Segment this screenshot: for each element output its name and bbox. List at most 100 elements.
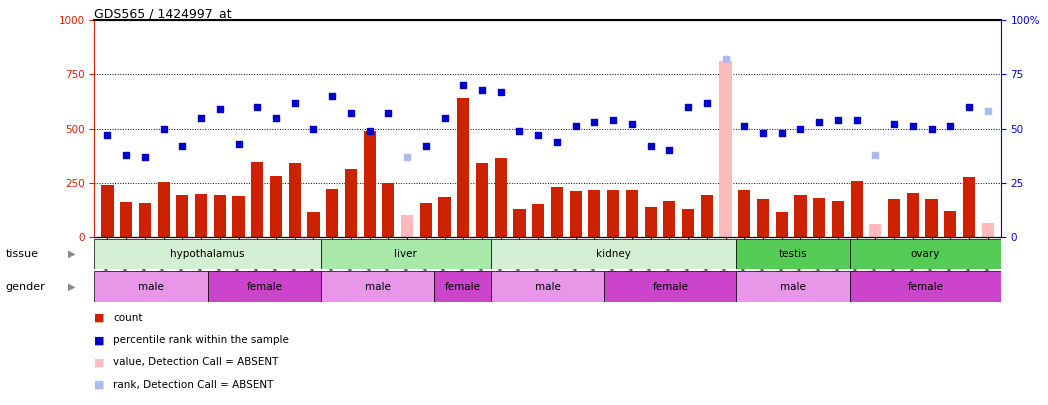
Bar xyxy=(737,271,850,302)
Text: male: male xyxy=(534,281,561,292)
Text: gender: gender xyxy=(5,281,45,292)
Bar xyxy=(121,202,132,237)
Bar xyxy=(888,199,900,237)
Text: value, Detection Call = ABSENT: value, Detection Call = ABSENT xyxy=(113,358,279,367)
Point xyxy=(417,143,434,149)
Point xyxy=(548,139,565,145)
Point xyxy=(174,143,191,149)
Point xyxy=(511,128,528,134)
Bar xyxy=(851,181,863,237)
Bar xyxy=(663,201,675,237)
Point xyxy=(530,132,547,139)
Bar xyxy=(345,168,357,237)
Bar xyxy=(326,189,339,237)
Bar xyxy=(682,209,694,237)
Point xyxy=(642,143,659,149)
Point xyxy=(248,104,265,110)
Point xyxy=(942,123,959,130)
Point xyxy=(848,117,865,123)
Point xyxy=(436,115,453,121)
Bar xyxy=(138,203,151,237)
Bar xyxy=(907,192,919,237)
Point xyxy=(736,123,752,130)
Bar xyxy=(944,211,957,237)
Point xyxy=(305,126,322,132)
Point xyxy=(605,117,621,123)
Point xyxy=(792,126,809,132)
Text: ▶: ▶ xyxy=(68,281,75,292)
Point xyxy=(493,89,509,95)
Bar xyxy=(401,215,413,237)
Bar xyxy=(157,182,170,237)
Point xyxy=(343,110,359,117)
Bar xyxy=(776,212,788,237)
Point xyxy=(455,82,472,89)
Bar xyxy=(252,162,263,237)
Point xyxy=(698,99,715,106)
Point xyxy=(886,121,902,128)
Point xyxy=(155,126,172,132)
Point xyxy=(773,130,790,136)
Bar xyxy=(869,224,881,237)
Text: GDS565 / 1424997_at: GDS565 / 1424997_at xyxy=(94,7,232,20)
Bar xyxy=(588,190,601,237)
Bar xyxy=(490,271,605,302)
Point xyxy=(811,119,828,125)
Bar xyxy=(738,190,750,237)
Bar xyxy=(233,196,244,237)
Bar xyxy=(514,209,526,237)
Point xyxy=(624,121,640,128)
Point xyxy=(923,126,940,132)
Point xyxy=(324,93,341,99)
Bar xyxy=(757,199,769,237)
Point xyxy=(100,132,116,139)
Bar xyxy=(176,195,189,237)
Point xyxy=(398,153,415,160)
Bar xyxy=(551,187,563,237)
Bar xyxy=(982,223,994,237)
Bar xyxy=(794,195,807,237)
Point xyxy=(362,128,378,134)
Bar xyxy=(214,195,226,237)
Text: ▶: ▶ xyxy=(68,249,75,259)
Bar xyxy=(532,205,544,237)
Point xyxy=(567,123,584,130)
Bar xyxy=(701,195,713,237)
Point xyxy=(193,115,210,121)
Bar xyxy=(832,201,844,237)
Point xyxy=(474,86,490,93)
Bar xyxy=(288,163,301,237)
Bar xyxy=(438,197,451,237)
Bar xyxy=(195,194,208,237)
Text: count: count xyxy=(113,313,143,323)
Point xyxy=(680,104,697,110)
Text: percentile rank within the sample: percentile rank within the sample xyxy=(113,335,289,345)
Point xyxy=(117,151,134,158)
Point xyxy=(830,117,847,123)
Bar xyxy=(270,176,282,237)
Bar xyxy=(925,199,938,237)
Bar xyxy=(476,163,488,237)
Bar xyxy=(850,239,1001,269)
Bar xyxy=(420,203,432,237)
Text: female: female xyxy=(444,281,481,292)
Bar xyxy=(605,271,737,302)
Bar xyxy=(850,271,1001,302)
Bar xyxy=(490,239,737,269)
Bar xyxy=(321,271,434,302)
Text: female: female xyxy=(652,281,689,292)
Bar xyxy=(383,183,394,237)
Text: female: female xyxy=(908,281,943,292)
Bar xyxy=(607,190,619,237)
Bar xyxy=(626,190,638,237)
Point xyxy=(586,119,603,125)
Text: ■: ■ xyxy=(94,358,105,367)
Bar xyxy=(102,185,113,237)
Bar xyxy=(94,239,321,269)
Bar xyxy=(569,192,582,237)
Bar xyxy=(813,198,825,237)
Bar xyxy=(434,271,490,302)
Bar xyxy=(94,271,208,302)
Bar xyxy=(208,271,321,302)
Text: male: male xyxy=(365,281,391,292)
